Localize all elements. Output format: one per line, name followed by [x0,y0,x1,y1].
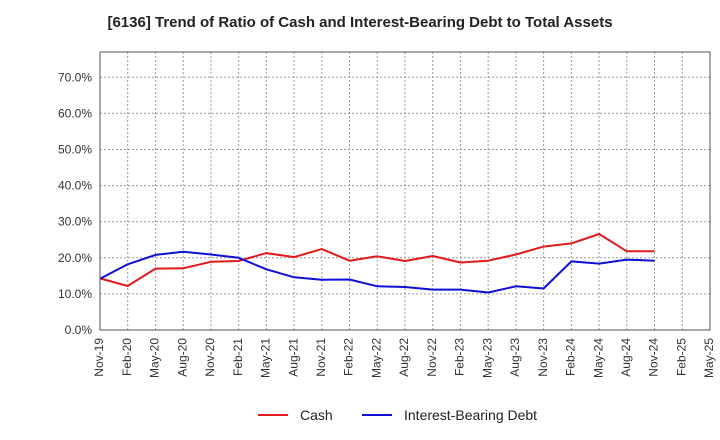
x-tick-label: Nov-23 [536,338,550,377]
y-tick-label: 60.0% [58,106,92,120]
x-tick-label: May-21 [259,338,273,378]
x-tick-label: Nov-24 [647,338,661,377]
x-tick-label: Feb-20 [120,338,134,376]
x-tick-label: Feb-22 [342,338,356,376]
legend: Cash Interest-Bearing Debt [0,404,720,426]
series-line-cash [99,233,655,287]
x-tick-label: Nov-22 [425,338,439,377]
x-tick-label: Aug-23 [508,338,522,377]
line-chart: 0.0%10.0%20.0%30.0%40.0%50.0%60.0%70.0% … [58,51,716,378]
x-tick-label: May-25 [702,338,716,378]
legend-label: Cash [300,407,333,423]
x-tick-label: Feb-25 [674,338,688,376]
legend-item: Interest-Bearing Debt [362,404,537,426]
x-tick-label: Feb-23 [453,338,467,376]
x-tick-label: Aug-24 [619,338,633,377]
plot-area-border [99,51,711,331]
y-tick-label: 20.0% [58,251,92,265]
x-tick-label: May-20 [148,338,162,378]
x-tick-label: Feb-24 [564,338,578,376]
legend-item: Cash [258,404,333,426]
x-tick-label: Nov-20 [203,338,217,377]
legend-swatch [258,414,288,416]
chart-title: [6136] Trend of Ratio of Cash and Intere… [107,14,613,31]
x-tick-label: May-24 [591,338,605,378]
y-tick-label: 10.0% [58,287,92,301]
x-tick-label: Nov-21 [314,338,328,377]
x-tick-label: May-23 [480,338,494,378]
x-tick-label: Feb-21 [231,338,245,376]
x-tick-label: Aug-22 [397,338,411,377]
y-tick-label: 40.0% [58,179,92,193]
y-axis-ticks: 0.0% 10.0% 20.0% 30.0% 40.0% 50.0% 60.0% 70.0% [58,70,92,337]
y-tick-label: 30.0% [58,215,92,229]
series-line-interest-bearing-debt [99,250,655,294]
x-tick-label: May-22 [369,338,383,378]
legend-swatch [362,414,392,416]
y-tick-label: 70.0% [58,70,92,84]
x-axis-ticks: Nov-19 Feb-20 May-20 Aug-20 Nov-20 Feb-21 May-… [92,338,716,378]
series-lines [99,233,655,294]
y-tick-label: 50.0% [58,142,92,156]
x-tick-label: Nov-19 [92,338,106,377]
legend-label: Interest-Bearing Debt [404,407,538,423]
x-tick-label: Aug-21 [286,338,300,377]
x-tick-label: Aug-20 [175,338,189,377]
y-tick-label: 0.0% [65,323,93,337]
grid [99,52,711,331]
